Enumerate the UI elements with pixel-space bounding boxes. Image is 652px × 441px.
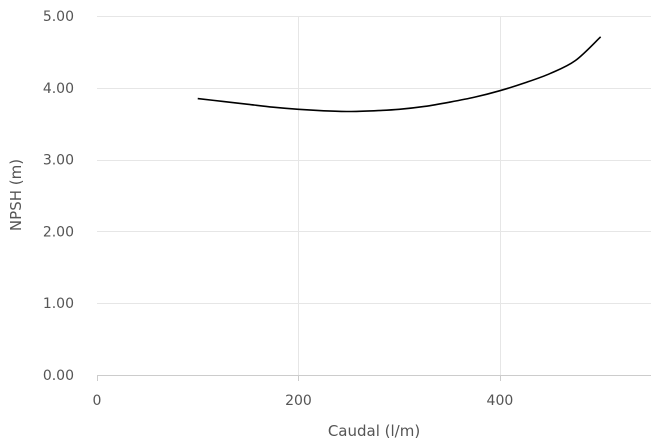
- y-gridlines: [97, 16, 651, 304]
- axes: [97, 375, 651, 381]
- x-tick-label: 200: [285, 393, 312, 409]
- x-tick-label: 0: [93, 393, 102, 409]
- y-tick-labels: 0.00 1.00 2.00 3.00 4.00 5.00: [43, 9, 74, 384]
- y-tick-label: 2.00: [43, 224, 74, 240]
- x-tick-label: 400: [487, 393, 514, 409]
- x-tick-labels: 0 200 400: [93, 393, 514, 409]
- y-tick-label: 0.00: [43, 368, 74, 384]
- npsh-series-line: [197, 36, 602, 113]
- x-axis-title: Caudal (l/m): [328, 422, 420, 440]
- y-tick-label: 1.00: [43, 296, 74, 312]
- y-tick-label: 4.00: [43, 81, 74, 97]
- series-group: [197, 36, 602, 113]
- x-gridlines: [298, 16, 501, 375]
- y-tick-label: 5.00: [43, 9, 74, 25]
- y-tick-label: 3.00: [43, 153, 74, 169]
- y-axis-title: NPSH (m): [7, 159, 25, 231]
